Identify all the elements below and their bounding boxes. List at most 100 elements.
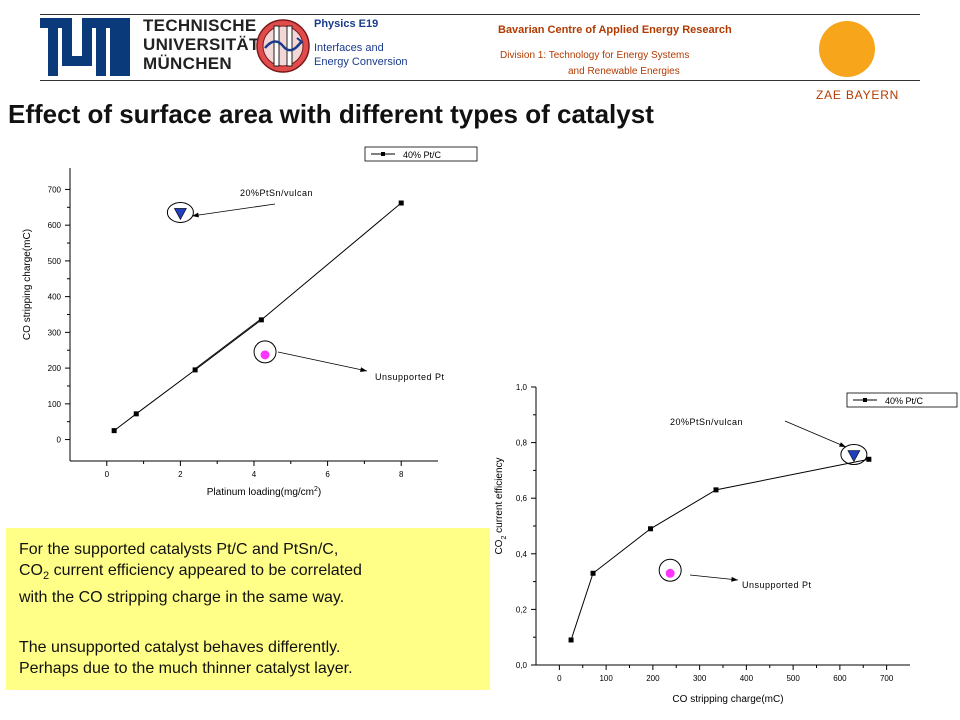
tum-name-line-2: UNIVERSITÄT (143, 35, 260, 54)
note-co2-prefix: CO (19, 562, 43, 579)
note-line-2: CO2 current efficiency appeared to be co… (19, 560, 489, 587)
x-tick-label: 6 (325, 470, 330, 479)
annotation-label: 20%PtSn/vulcan (240, 188, 313, 198)
x-axis-label: CO stripping charge(mC) (672, 694, 783, 705)
tum-name: TECHNISCHE UNIVERSITÄT MÜNCHEN (143, 16, 260, 73)
annotation-label: Unsupported Pt (375, 372, 445, 382)
physics-subtitle-line-2: Energy Conversion (314, 56, 408, 68)
unsupported-pt-marker-ring (253, 340, 277, 364)
tum-name-line-1: TECHNISCHE (143, 16, 257, 35)
chart-co2-efficiency-vs-co-stripping: 0,0 0,2 0,4 0,6 0,8 1,0 0 100 200 300 400 500 600 700… (494, 383, 958, 705)
x-tick-label: 0 (557, 674, 562, 683)
x-tick-label: 300 (693, 674, 707, 683)
series-line-40-pt-c (570, 458, 869, 641)
note-line-1: For the supported catalysts Pt/C and PtS… (19, 541, 339, 558)
x-tick-label: 0 (105, 470, 110, 479)
x-tick-label: 100 (599, 674, 613, 683)
y-tick-label: 0,4 (516, 550, 528, 559)
note-co2-sub: 2 (43, 570, 50, 583)
ptsn-vulcan-marker-ring (166, 201, 194, 223)
data-point-40-pt-c (192, 367, 198, 373)
y-tick-label: 100 (48, 400, 62, 409)
zae-division-line-1: Division 1: Technology for Energy System… (500, 50, 690, 61)
x-tick-label: 4 (252, 470, 257, 479)
y-axis-label: CO stripping charge(mC) (22, 229, 33, 340)
series-line-duplicate (195, 317, 263, 369)
annotation-label: Unsupported Pt (742, 580, 812, 590)
physics-title: Physics E19 (314, 18, 379, 30)
zae-sun-logo (819, 21, 875, 77)
ptsn-vulcan-marker-ring (840, 444, 868, 465)
data-point-40-pt-c (133, 411, 139, 417)
unsupported-pt-marker (665, 568, 675, 578)
x-tick-label: 2 (178, 470, 183, 479)
note-paragraph-2: The unsupported catalyst behaves differe… (19, 637, 489, 679)
unsupported-pt-marker (260, 350, 270, 360)
note-line-5: Perhaps due to the much thinner catalyst… (19, 660, 353, 677)
zae-title: Bavarian Centre of Applied Energy Resear… (498, 24, 732, 36)
zae-division-line-2: and Renewable Energies (568, 66, 680, 77)
legend-box (364, 146, 478, 162)
y-axis-label: CO2 current efficiency (494, 457, 508, 554)
series-line-40-pt-c (113, 202, 402, 432)
legend-marker (381, 152, 385, 156)
ptsn-vulcan-marker (847, 450, 861, 463)
y-tick-label: 0,8 (516, 439, 528, 448)
physics-e19-logo (256, 19, 310, 73)
y-tick-label: 700 (48, 185, 62, 194)
x-axis-label: Platinum loading(mg/cm2) (207, 486, 322, 498)
data-point-40-pt-c (568, 637, 574, 643)
legend-label: 40% Pt/C (885, 396, 924, 406)
y-tick-label: 1,0 (516, 383, 528, 392)
y-tick-label: 0,0 (516, 661, 528, 670)
ptsn-vulcan-marker (173, 208, 187, 221)
header-top-rule (40, 14, 920, 15)
note-line-4: The unsupported catalyst behaves differe… (19, 639, 341, 656)
annotation-arrowhead (192, 212, 199, 218)
data-point-40-pt-c (111, 428, 117, 434)
y-tick-label: 0,2 (516, 605, 528, 614)
y-tick-label: 0 (57, 436, 62, 445)
data-point-40-pt-c (258, 317, 264, 323)
data-point-40-pt-c (398, 200, 404, 206)
y-tick-label: 300 (48, 328, 62, 337)
y-tick-label: 600 (48, 221, 62, 230)
annotation-arrowhead (839, 442, 846, 447)
y-tick-label: 0,6 (516, 494, 528, 503)
physics-subtitle-line-1: Interfaces and (314, 42, 384, 54)
legend-box (846, 392, 958, 408)
x-tick-label: 500 (786, 674, 800, 683)
slide-title: Effect of surface area with different ty… (8, 99, 654, 129)
chart-co-stripping-vs-pt-loading: 0 100 200 300 400 500 600 700 0 2 4 6 8 Platinum load… (22, 146, 478, 498)
data-point-40-pt-c (590, 570, 596, 576)
note-line-2-text: current efficiency appeared to be correl… (53, 562, 362, 579)
x-tick-label: 600 (833, 674, 847, 683)
tum-logo (40, 18, 130, 76)
x-tick-label: 400 (740, 674, 754, 683)
note-box: For the supported catalysts Pt/C and PtS… (6, 528, 490, 690)
tum-name-line-3: MÜNCHEN (143, 54, 232, 73)
header-bottom-rule (40, 80, 920, 81)
x-tick-label: 200 (646, 674, 660, 683)
y-tick-label: 400 (48, 293, 62, 302)
annotation-arrowhead (360, 367, 367, 372)
unsupported-pt-marker-ring (658, 558, 682, 582)
x-tick-label: 700 (880, 674, 894, 683)
data-point-40-pt-c (648, 526, 654, 532)
annotation-arrowhead (731, 576, 738, 582)
data-point-40-pt-c (866, 456, 872, 462)
note-paragraph-1: For the supported catalysts Pt/C and PtS… (19, 539, 489, 608)
legend-label: 40% Pt/C (403, 150, 442, 160)
y-tick-label: 200 (48, 364, 62, 373)
annotation-arrow (191, 203, 276, 217)
annotation-label: 20%PtSn/vulcan (670, 417, 743, 427)
y-tick-label: 500 (48, 257, 62, 266)
zae-name: ZAE BAYERN (816, 88, 900, 102)
physics-subtitle: Interfaces and Energy Conversion (314, 41, 444, 69)
annotation-arrow (784, 420, 847, 448)
legend-marker (863, 398, 867, 402)
note-line-3: with the CO stripping charge in the same… (19, 589, 345, 607)
data-point-40-pt-c (713, 487, 719, 493)
x-tick-label: 8 (399, 470, 404, 479)
annotation-arrow (689, 574, 739, 581)
